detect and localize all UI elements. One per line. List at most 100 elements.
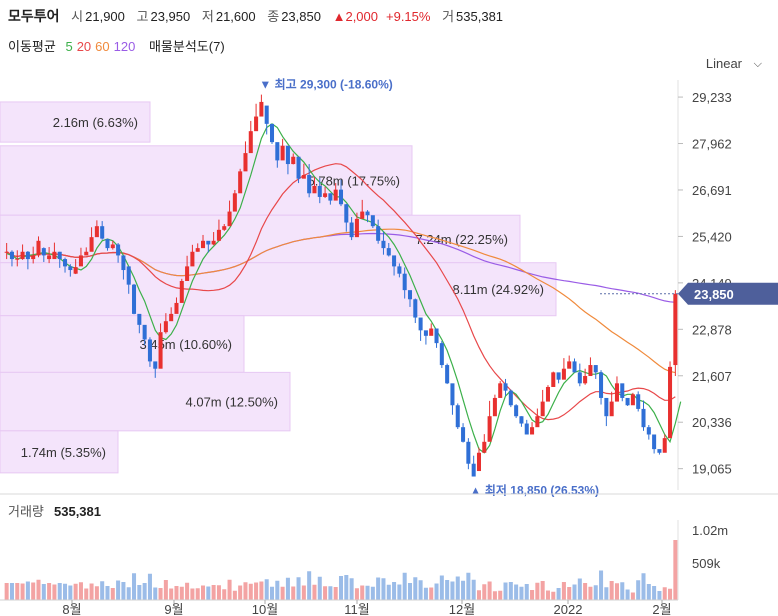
volume-bar [392, 582, 397, 600]
candle-body [545, 386, 550, 402]
volume-bar [94, 586, 99, 600]
ma-periods: 5 20 60 120 [65, 39, 139, 54]
candle-body [73, 267, 78, 274]
candle-body [105, 238, 110, 249]
price-tick-label: 26,691 [692, 183, 732, 198]
candle-body [535, 416, 540, 428]
candle-body [530, 427, 535, 435]
volume-bar [620, 582, 625, 600]
candle-body [333, 189, 338, 201]
volume-bar [370, 586, 375, 600]
open-label: 시 [71, 9, 84, 24]
volume-bar [439, 575, 444, 600]
candle-body [423, 330, 428, 336]
scale-selector[interactable]: Linear [705, 56, 742, 71]
price-tick-label: 29,233 [692, 90, 732, 105]
volume-bar [498, 590, 503, 600]
volume-bar [630, 592, 635, 600]
volume-bar [482, 584, 487, 600]
volume-tick-label: 509k [692, 556, 721, 571]
candle-body [455, 405, 460, 428]
volume-bar [386, 584, 391, 600]
volume-bar [423, 587, 428, 600]
candle-body [508, 390, 513, 406]
candle-body [620, 383, 625, 398]
candle-body [498, 383, 503, 398]
candle-body [662, 438, 667, 453]
candle-body [163, 321, 168, 333]
volume-profile-label: 2.16m (6.63%) [53, 115, 138, 130]
candle-body [296, 156, 301, 179]
volume-bar [307, 571, 312, 600]
volume-bar [641, 573, 646, 600]
volume-profile-label: 1.74m (5.35%) [21, 445, 106, 460]
candle-body [354, 218, 359, 238]
volume-bar [471, 579, 476, 600]
x-tick-label: 12월 [449, 602, 475, 616]
candle-body [429, 328, 434, 336]
volume-bar [317, 576, 322, 600]
candle-body [153, 361, 158, 369]
volume-bar [312, 584, 317, 600]
stock-header: 모두투어 시 21,900 고 23,950 저 21,600 종 23,850 ▲2,… [8, 6, 511, 28]
candle-body [222, 226, 227, 230]
volume-bar [52, 584, 57, 600]
volume-bar [190, 588, 195, 600]
candle-body [317, 185, 322, 197]
candle-body [413, 299, 418, 318]
change-percent: +9.15% [386, 9, 431, 24]
volume-bar [614, 583, 619, 600]
low-marker: ▲ 최저 18,850 (26.53%) [470, 483, 599, 498]
volume-bar [323, 586, 328, 600]
candle-body [652, 434, 657, 450]
candle-body [147, 339, 152, 362]
volume-bar [25, 581, 30, 600]
volume-bar [572, 584, 577, 600]
candle-body [174, 302, 179, 314]
candle-body [36, 240, 41, 256]
volume-bar [47, 583, 52, 600]
candle-body [551, 372, 556, 387]
volume-bar [63, 583, 68, 600]
chevron-down-icon[interactable]: ⌵ [753, 58, 762, 70]
volume-bar [73, 583, 78, 600]
volume-bar [461, 580, 466, 600]
volume-bar [9, 583, 14, 600]
candle-body [264, 105, 269, 124]
candle-body [68, 266, 73, 271]
candle-body [232, 193, 237, 212]
indicator-legend[interactable]: 이동평균 5 20 60 120 매물분석도(7) [8, 36, 231, 55]
ma-period-60: 60 [95, 39, 110, 54]
volume-bar [397, 584, 402, 600]
candle-body [137, 313, 142, 325]
candle-body [41, 248, 46, 256]
candle-body [445, 365, 450, 384]
volume-bar [285, 577, 290, 600]
candle-body [52, 251, 57, 260]
candle-body [370, 215, 375, 227]
candle-body [216, 229, 221, 241]
volume-bar [232, 590, 237, 600]
volume-bar [20, 583, 25, 600]
candle-body [169, 313, 174, 322]
candle-body [84, 251, 89, 256]
volume-bar [84, 588, 89, 600]
price-tick-label: 19,065 [692, 462, 732, 477]
ma-period-5: 5 [65, 39, 73, 54]
volume-bar [216, 585, 221, 600]
candle-body [100, 226, 105, 239]
candle-body [195, 248, 200, 252]
volume-bar [487, 581, 492, 600]
x-tick-label: 2월 [652, 602, 671, 616]
volume-bar [450, 581, 455, 600]
candle-body [625, 397, 630, 406]
candle-body [25, 251, 30, 260]
candle-body [126, 266, 131, 285]
candle-body [158, 332, 163, 369]
volume-bar [514, 584, 519, 600]
candle-body [386, 248, 391, 256]
volume-profile-label: 5.78m (17.75%) [308, 174, 401, 189]
stock-name: 모두투어 [8, 8, 60, 24]
volume-label: 거 [442, 9, 455, 24]
